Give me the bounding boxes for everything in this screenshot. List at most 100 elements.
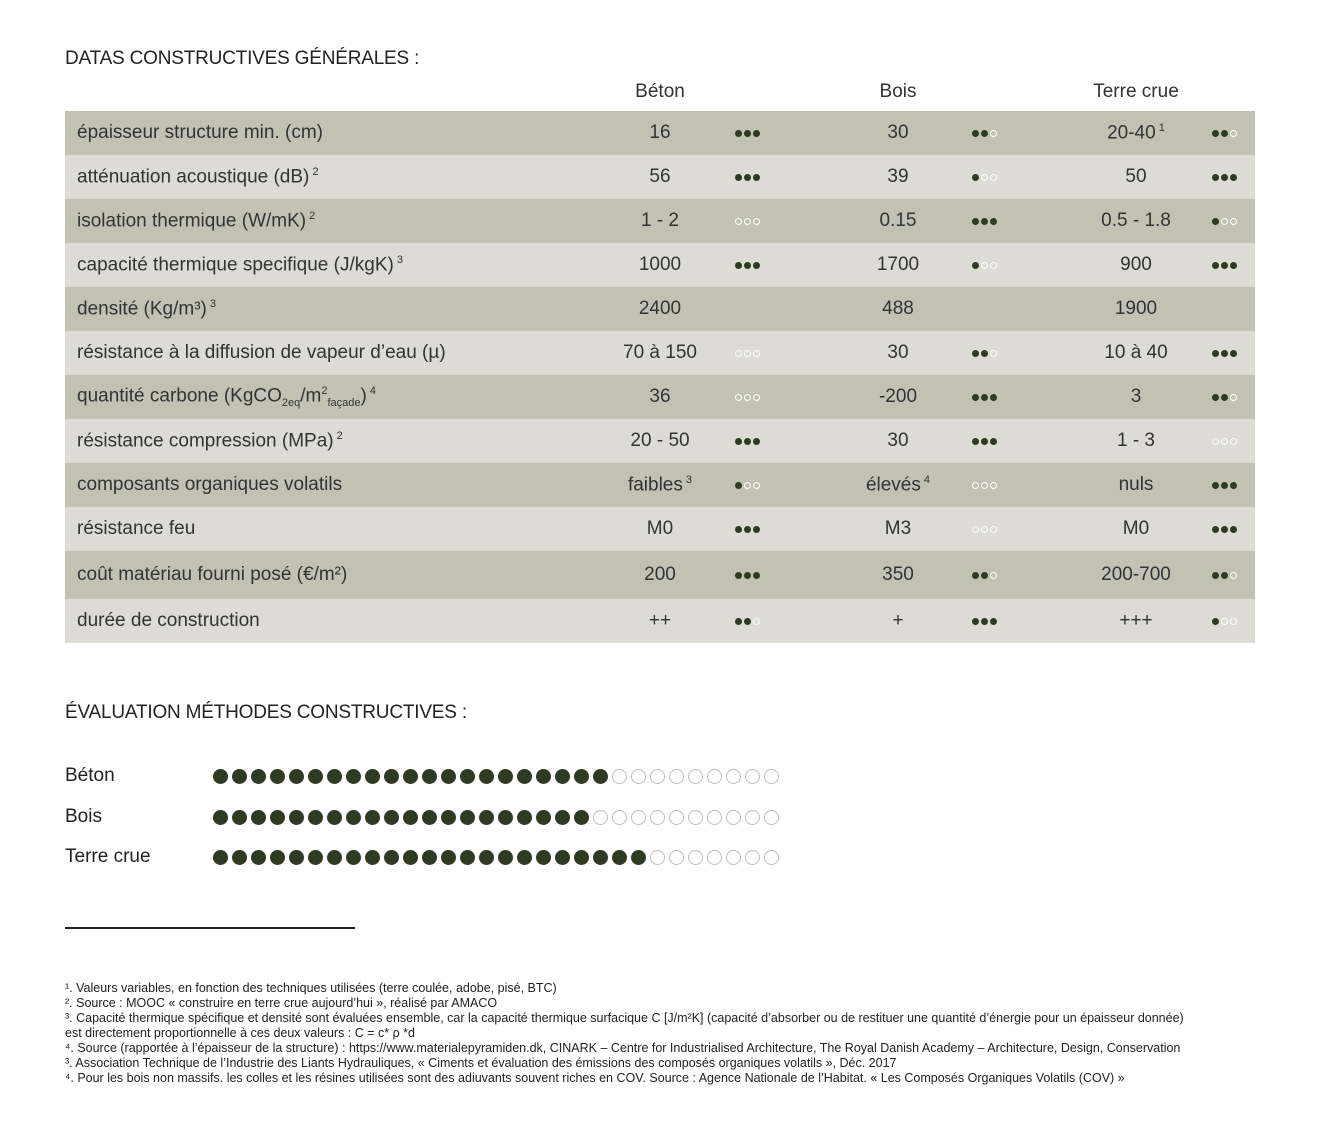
- rating-dot-filled: [735, 437, 742, 445]
- score-dot-filled: [384, 849, 399, 865]
- score-dot-empty: [726, 809, 741, 825]
- rating-dot-filled: [1221, 525, 1228, 533]
- score-dot-filled: [270, 849, 285, 865]
- score-dot-empty: [688, 849, 703, 865]
- rating-dots: [972, 481, 997, 489]
- footnote-ref: 3: [393, 253, 404, 266]
- rating-dots: [972, 525, 997, 533]
- cell-value: 3: [1056, 386, 1216, 408]
- rating-dot-filled: [981, 393, 988, 401]
- rating-dots: [972, 217, 997, 225]
- rating-dots: [1212, 617, 1237, 625]
- rating-dot-filled: [753, 525, 760, 533]
- rating-dot-filled: [744, 617, 751, 625]
- rating-dot-empty: [981, 173, 988, 181]
- footnote-ref: 4: [920, 473, 931, 486]
- score-dot-filled: [422, 809, 437, 825]
- footnote: est directement proportionnelle à ces de…: [65, 1026, 415, 1040]
- table-row: isolation thermique (W/mK) 2 1 - 2 0.15 0.5…: [65, 199, 1255, 243]
- rating-dot-filled: [981, 129, 988, 137]
- rating-dot-filled: [753, 173, 760, 181]
- cell-value: 70 à 150: [580, 342, 740, 364]
- rating-dot-filled: [744, 571, 751, 579]
- score-dot-empty: [688, 809, 703, 825]
- row-label-text: résistance compression (MPa): [77, 430, 334, 452]
- cell-value: 1 - 2: [580, 210, 740, 232]
- table-row: atténuation acoustique (dB) 2 56 39 50: [65, 155, 1255, 199]
- rating-dot-empty: [1221, 617, 1228, 625]
- rating-dot-empty: [990, 261, 997, 269]
- cell-value-text: 70 à 150: [623, 342, 697, 363]
- score-dot-empty: [650, 849, 665, 865]
- score-dot-empty: [612, 809, 627, 825]
- cell-value-text: 350: [882, 564, 914, 585]
- score-dot-filled: [384, 768, 399, 784]
- rating-dots: [735, 437, 760, 445]
- cell-value-text: M0: [646, 518, 674, 539]
- evaluation-row: Bois: [65, 806, 779, 828]
- rating-dot-empty: [972, 525, 979, 533]
- rating-dot-filled: [744, 261, 751, 269]
- table-row: densité (Kg/m³) 3 2400 488 1900: [65, 287, 1255, 331]
- rating-dots: [972, 129, 997, 137]
- row-label: densité (Kg/m³) 3: [77, 298, 216, 320]
- rating-dot-empty: [1221, 217, 1228, 225]
- rating-dot-filled: [981, 437, 988, 445]
- rating-dot-empty: [1230, 393, 1237, 401]
- row-label: résistance compression (MPa) 2: [77, 430, 343, 452]
- evaluation-name: Béton: [65, 765, 115, 786]
- footnote: ¹. Valeurs variables, en fonction des te…: [65, 981, 557, 995]
- rating-dot-empty: [753, 349, 760, 357]
- rating-dot-filled: [981, 571, 988, 579]
- cell-value-text: 200: [644, 564, 676, 585]
- column-header-bois: Bois: [879, 81, 917, 102]
- score-dot-empty: [631, 809, 646, 825]
- cell-value-text: 1000: [638, 254, 682, 275]
- rating-dots: [1212, 261, 1237, 269]
- cell-value-text: 488: [882, 298, 914, 319]
- rating-dot-empty: [753, 393, 760, 401]
- rating-dot-filled: [744, 525, 751, 533]
- cell-value-text: 36: [649, 386, 671, 407]
- cell-value-text: 30: [887, 342, 909, 363]
- cell-value-text: 900: [1120, 254, 1152, 275]
- rating-dot-filled: [1212, 525, 1219, 533]
- score-dot-filled: [593, 849, 608, 865]
- table-row: résistance compression (MPa) 2 20 - 50 30 1…: [65, 419, 1255, 463]
- rating-dots: [735, 617, 760, 625]
- score-dot-filled: [289, 768, 304, 784]
- score-dot-filled: [536, 809, 551, 825]
- rating-dot-empty: [735, 393, 742, 401]
- score-dot-empty: [764, 849, 779, 865]
- cell-value-text: élevés: [865, 474, 921, 496]
- score-dot-empty: [745, 768, 760, 784]
- cell-value-text: 30: [887, 430, 909, 451]
- cell-value: 1000: [580, 254, 740, 276]
- cell-value-text: 30: [887, 122, 909, 143]
- row-label-text: atténuation acoustique (dB): [77, 166, 310, 188]
- rating-dot-empty: [735, 217, 742, 225]
- rating-dot-filled: [735, 617, 742, 625]
- cell-value: 20 - 50: [580, 430, 740, 452]
- footnote-ref: 2: [309, 165, 319, 178]
- evaluation-title: ÉVALUATION MÉTHODES CONSTRUCTIVES :: [65, 702, 467, 723]
- rating-dot-filled: [972, 217, 979, 225]
- rating-dot-filled: [1212, 393, 1219, 401]
- table-row: résistance à la diffusion de vapeur d’ea…: [65, 331, 1255, 375]
- rating-dots: [1212, 571, 1237, 579]
- score-dot-filled: [308, 849, 323, 865]
- rating-dot-empty: [744, 481, 751, 489]
- score-dot-filled: [422, 849, 437, 865]
- score-dot-empty: [726, 849, 741, 865]
- evaluation-dots: [213, 849, 779, 865]
- row-label: durée de construction: [77, 610, 260, 632]
- score-dot-filled: [308, 768, 323, 784]
- cell-value: 1700: [818, 254, 978, 276]
- cell-value: 350: [818, 564, 978, 586]
- score-dot-filled: [460, 768, 475, 784]
- row-label: capacité thermique specifique (J/kgK) 3: [77, 254, 403, 276]
- rating-dot-filled: [753, 129, 760, 137]
- score-dot-filled: [460, 809, 475, 825]
- score-dot-filled: [251, 768, 266, 784]
- footnote-ref: 2: [333, 429, 343, 442]
